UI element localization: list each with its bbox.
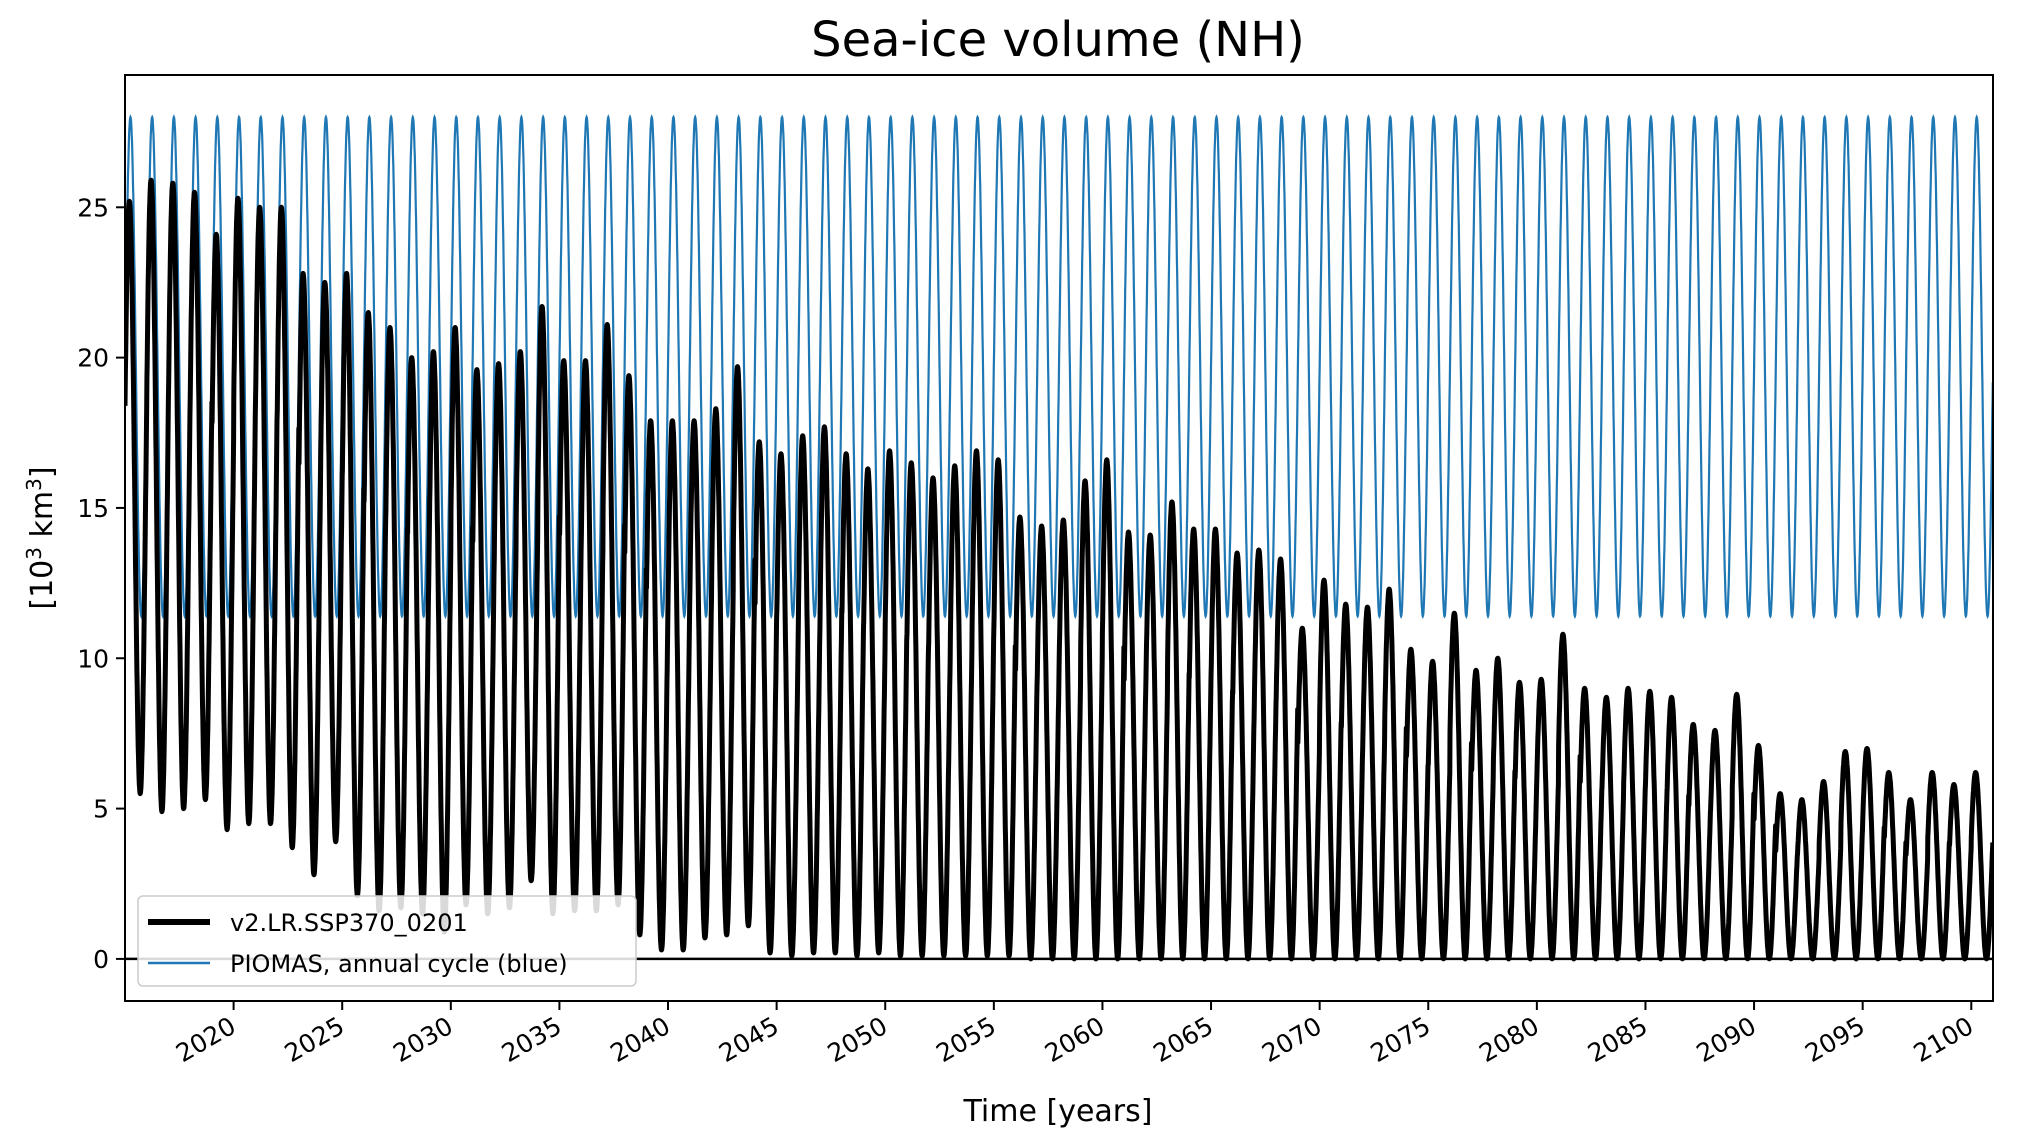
series-piomas-line (125, 114, 1993, 620)
y-tick-label: 0 (93, 945, 109, 974)
y-tick-label: 10 (77, 644, 109, 673)
x-tick-label: 2030 (388, 1011, 458, 1068)
plot-area (124, 74, 1994, 1002)
x-tick-label: 2045 (714, 1011, 784, 1068)
y-tick-label: 25 (77, 193, 109, 222)
x-tick-label: 2055 (931, 1011, 1001, 1068)
x-tick-label: 2100 (1909, 1011, 1979, 1068)
chart-title: Sea-ice volume (NH) (811, 12, 1305, 68)
x-tick-label: 2050 (823, 1011, 893, 1068)
x-tick-label: 2040 (605, 1011, 675, 1068)
y-tick-label: 20 (77, 344, 109, 373)
y-axis-label: [103 km3] (22, 466, 60, 609)
legend-label-model: v2.LR.SSP370_0201 (230, 909, 468, 937)
x-tick-label: 2095 (1800, 1011, 1870, 1068)
y-tick-label: 5 (93, 795, 109, 824)
legend-label-piomas: PIOMAS, annual cycle (blue) (230, 950, 568, 978)
x-tick-label: 2035 (497, 1011, 567, 1068)
plot-frame (124, 74, 1994, 1002)
legend-box (137, 895, 637, 987)
y-tick-label: 15 (77, 494, 109, 523)
y-axis: 0 5 10 15 20 25 (77, 193, 125, 974)
legend: v2.LR.SSP370_0201 PIOMAS, annual cycle (… (137, 895, 637, 987)
x-tick-label: 2060 (1040, 1011, 1110, 1068)
x-tick-label: 2025 (280, 1011, 350, 1068)
x-tick-label: 2070 (1257, 1011, 1327, 1068)
x-tick-label: 2085 (1583, 1011, 1653, 1068)
x-tick-label: 2065 (1148, 1011, 1218, 1068)
x-tick-label: 2080 (1474, 1011, 1544, 1068)
x-tick-label: 2075 (1366, 1011, 1436, 1068)
x-tick-label: 2090 (1691, 1011, 1761, 1068)
x-axis: 2020 2025 2030 2035 2040 2045 2050 2055 2060 2065… (171, 1001, 1978, 1068)
x-axis-label: Time [years] (963, 1094, 1153, 1129)
x-tick-label: 2020 (171, 1011, 241, 1068)
series-model-line (125, 177, 1993, 962)
